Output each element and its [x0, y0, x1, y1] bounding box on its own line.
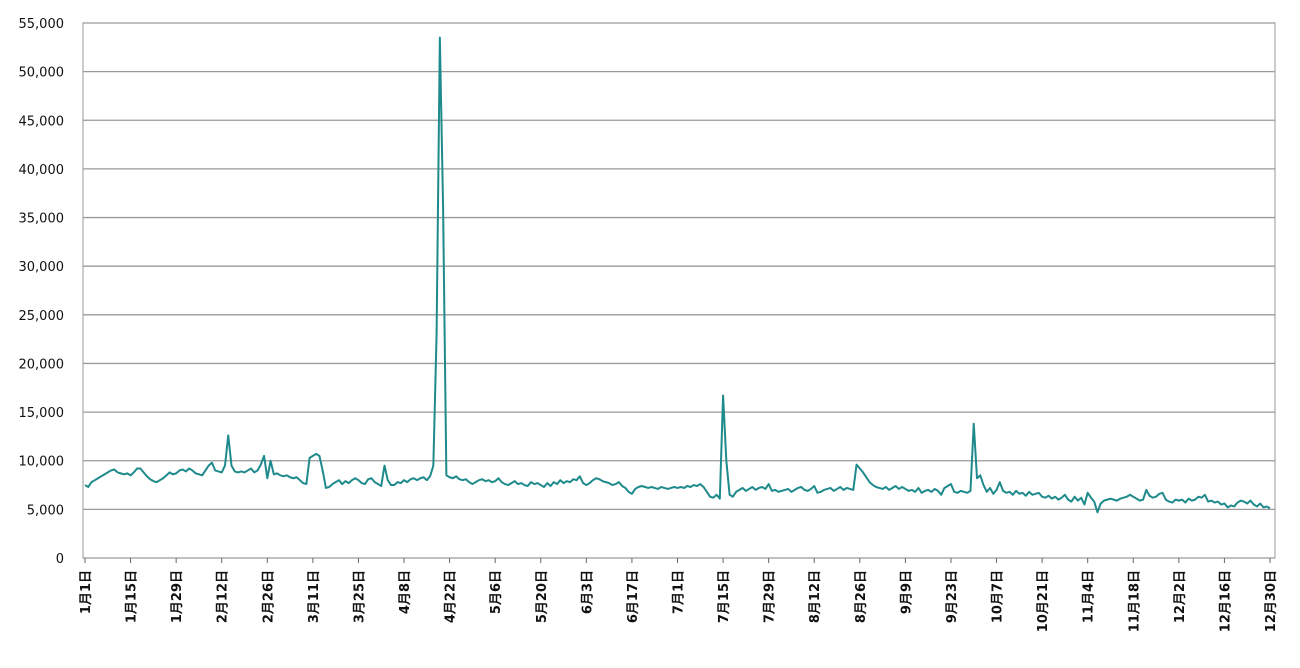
x-tick-label: 10月21日 — [1036, 570, 1051, 632]
x-tick-label: 2月12日 — [216, 570, 231, 623]
y-tick-label: 20,000 — [19, 357, 65, 372]
y-tick-label: 0 — [56, 552, 64, 567]
x-tick-label: 9月23日 — [945, 570, 960, 623]
x-tick-label: 6月3日 — [580, 570, 595, 614]
x-tick-label: 1月1日 — [79, 570, 94, 614]
x-tick-label: 7月1日 — [672, 570, 687, 614]
x-tick-label: 8月12日 — [808, 570, 823, 623]
x-tick-label: 5月6日 — [489, 570, 504, 614]
y-tick-label: 30,000 — [19, 260, 65, 275]
y-tick-label: 50,000 — [19, 66, 65, 81]
x-tick-label: 12月2日 — [1173, 570, 1188, 623]
x-tick-label: 9月9日 — [899, 570, 914, 614]
x-tick-label: 1月29日 — [170, 570, 185, 623]
plot-area — [82, 22, 1276, 559]
y-tick-label: 5,000 — [27, 503, 64, 518]
y-tick-label: 40,000 — [19, 163, 65, 178]
y-tick-label: 15,000 — [19, 406, 65, 421]
y-tick-label: 45,000 — [19, 114, 65, 129]
series-line — [84, 36, 1271, 514]
y-tick-label: 35,000 — [19, 212, 65, 227]
x-tick-label: 12月30日 — [1264, 570, 1279, 632]
x-tick-label: 4月8日 — [398, 570, 413, 614]
x-tick-label: 3月25日 — [352, 570, 367, 623]
y-tick-label: 25,000 — [19, 309, 65, 324]
x-tick-label: 2月26日 — [261, 570, 276, 623]
x-tick-label: 3月11日 — [307, 570, 322, 623]
x-tick-label: 8月26日 — [854, 570, 869, 623]
x-tick-label: 5月20日 — [535, 570, 550, 623]
x-tick-label: 4月22日 — [444, 570, 459, 623]
x-tick-label: 11月4日 — [1082, 570, 1097, 623]
x-tick-label: 12月16日 — [1218, 570, 1233, 632]
x-tick-label: 7月15日 — [717, 570, 732, 623]
x-tick-label: 10月7日 — [991, 570, 1006, 623]
x-tick-label: 1月15日 — [125, 570, 140, 623]
x-tick-label: 11月18日 — [1127, 570, 1142, 632]
x-tick-label: 7月29日 — [763, 570, 778, 623]
x-tick-label: 6月17日 — [626, 570, 641, 623]
y-tick-label: 55,000 — [19, 17, 65, 32]
y-tick-label: 10,000 — [19, 455, 65, 470]
